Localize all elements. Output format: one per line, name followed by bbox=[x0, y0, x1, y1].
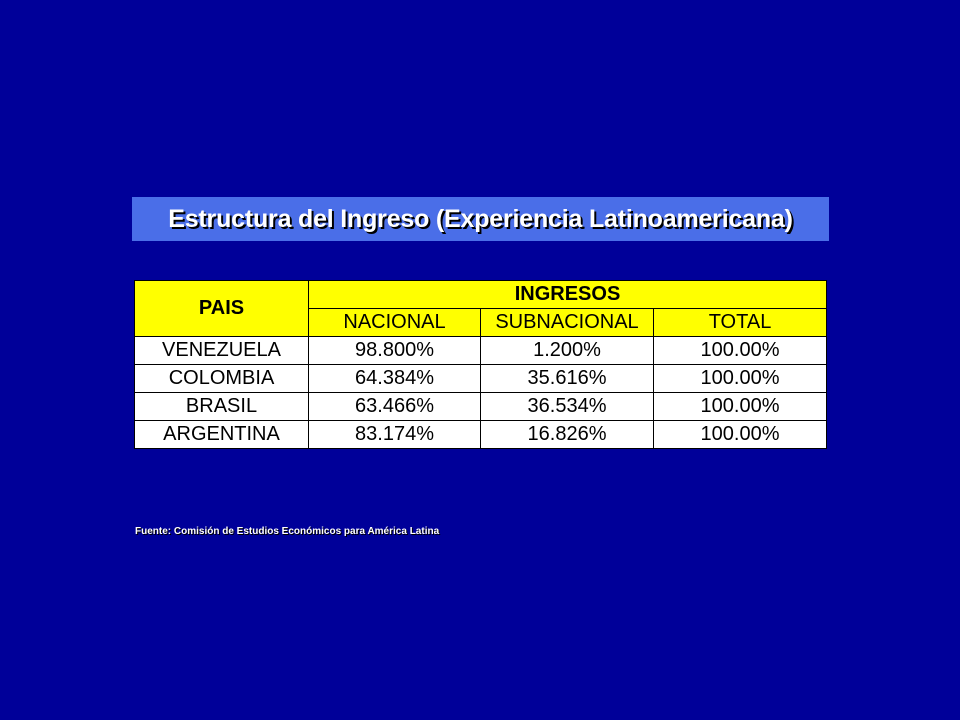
cell-nacional: 63.466% bbox=[308, 392, 481, 421]
cell-pais: BRASIL bbox=[134, 392, 309, 421]
table-row: ARGENTINA 83.174% 16.826% 100.00% bbox=[134, 420, 828, 449]
cell-nacional: 64.384% bbox=[308, 364, 481, 393]
cell-nacional: 83.174% bbox=[308, 420, 481, 449]
cell-total: 100.00% bbox=[652, 392, 828, 421]
page-title: Estructura del Ingreso (Experiencia Lati… bbox=[168, 204, 793, 233]
income-structure-table: PAIS INGRESOS NACIONAL SUBNACIONAL TOTAL… bbox=[134, 280, 828, 449]
cell-subnacional: 36.534% bbox=[480, 392, 654, 421]
table-row: COLOMBIA 64.384% 35.616% 100.00% bbox=[134, 364, 828, 393]
table-row: VENEZUELA 98.800% 1.200% 100.00% bbox=[134, 336, 828, 365]
source-note: Fuente: Comisión de Estudios Económicos … bbox=[135, 526, 440, 537]
cell-subnacional: 1.200% bbox=[480, 336, 654, 365]
table-row: BRASIL 63.466% 36.534% 100.00% bbox=[134, 392, 828, 421]
cell-subnacional: 35.616% bbox=[480, 364, 654, 393]
cell-pais: ARGENTINA bbox=[134, 420, 309, 449]
header-ingresos: INGRESOS bbox=[307, 280, 828, 309]
table-header-row: PAIS INGRESOS bbox=[134, 280, 828, 337]
cell-nacional: 98.800% bbox=[308, 336, 481, 365]
header-pais: PAIS bbox=[134, 280, 309, 337]
cell-total: 100.00% bbox=[652, 364, 828, 393]
cell-total: 100.00% bbox=[652, 336, 828, 365]
cell-pais: VENEZUELA bbox=[134, 336, 309, 365]
header-nacional: NACIONAL bbox=[308, 308, 481, 337]
table-subheader-row: NACIONAL SUBNACIONAL TOTAL bbox=[135, 308, 828, 337]
title-bar: Estructura del Ingreso (Experiencia Lati… bbox=[132, 197, 829, 241]
header-subnacional: SUBNACIONAL bbox=[480, 308, 654, 337]
cell-subnacional: 16.826% bbox=[480, 420, 654, 449]
cell-total: 100.00% bbox=[652, 420, 828, 449]
header-total: TOTAL bbox=[652, 308, 828, 337]
cell-pais: COLOMBIA bbox=[134, 364, 309, 393]
